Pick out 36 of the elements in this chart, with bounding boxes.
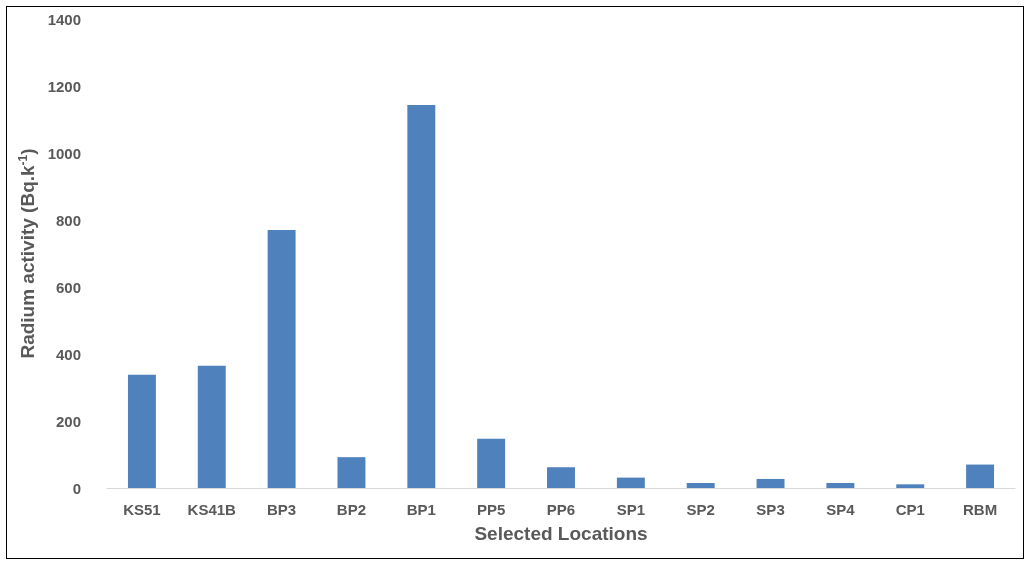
x-tick-label: KS41B <box>187 501 237 518</box>
x-tick-label: BP2 <box>336 501 367 518</box>
bar <box>547 467 575 488</box>
x-tick-label: BP1 <box>406 501 436 518</box>
bar <box>407 105 436 488</box>
y-tick-label: 400 <box>55 345 81 363</box>
y-tick-label: 1000 <box>47 144 81 162</box>
x-tick-label: RBM <box>962 501 998 518</box>
bar <box>127 374 156 488</box>
bar <box>756 478 785 488</box>
y-tick-label: 600 <box>55 278 81 296</box>
y-tick-label: 0 <box>72 479 81 497</box>
x-tick-label: SP2 <box>686 501 715 518</box>
y-tick-label: 1400 <box>47 10 81 28</box>
x-tick-label: SP3 <box>756 501 785 518</box>
x-tick-label: PP5 <box>476 501 506 518</box>
bar <box>896 484 925 488</box>
y-tick-label: 1200 <box>47 77 81 95</box>
x-tick-label: PP6 <box>546 501 576 518</box>
bar <box>337 457 366 488</box>
x-tick-label: SP4 <box>826 501 856 518</box>
x-tick-label: SP1 <box>616 501 646 518</box>
x-tick-label: BP3 <box>267 501 297 518</box>
bar <box>267 230 296 488</box>
bar <box>197 365 226 488</box>
x-axis-title: Selected Locations <box>474 523 648 544</box>
y-tick-label: 800 <box>55 211 81 229</box>
x-tick-label: CP1 <box>895 501 925 518</box>
bar <box>966 464 995 488</box>
bar <box>686 482 715 488</box>
x-tick-label: KS51 <box>123 501 161 518</box>
bar <box>826 482 855 488</box>
y-tick-label: 200 <box>55 412 81 430</box>
y-axis-title: Radium activity (Bq.k-1) <box>15 148 38 359</box>
bar <box>616 477 645 488</box>
bar <box>477 438 506 488</box>
